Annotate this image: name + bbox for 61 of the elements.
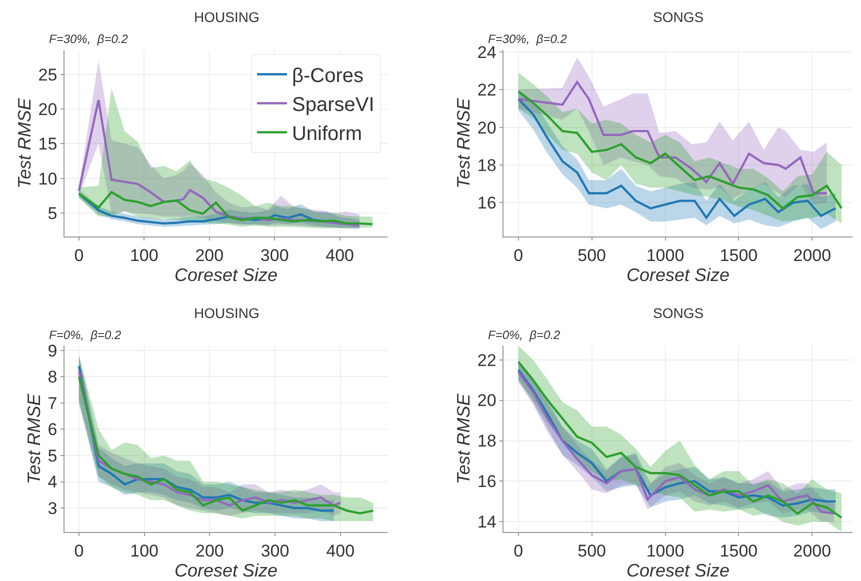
- x-tick-label: 0: [514, 542, 524, 561]
- y-tick-label: 9: [48, 341, 58, 360]
- chart-subtitle: F=0%, β=0.2: [49, 328, 122, 342]
- line-series: [517, 80, 828, 194]
- legend-label: SparseVI: [292, 94, 374, 116]
- x-tick-label: 2000: [793, 246, 832, 265]
- x-axis-title: Coreset Size: [626, 265, 730, 286]
- chart-subtitle: F=30%, β=0.2: [49, 32, 128, 46]
- x-tick-label: 0: [514, 246, 524, 265]
- x-tick-label: 100: [130, 246, 158, 265]
- y-tick-label: 20: [477, 118, 496, 138]
- y-tick-label: 18: [477, 156, 496, 175]
- x-tick-label: 1000: [646, 542, 684, 561]
- y-tick-label: 22: [477, 350, 496, 370]
- chart-subtitle: F=0%, β=0.2: [488, 328, 561, 342]
- x-tick-label: 0: [74, 246, 84, 265]
- y-tick-label: 18: [477, 432, 496, 451]
- chart-title: HOUSING: [194, 305, 260, 321]
- chart-title: HOUSING: [194, 9, 260, 25]
- legend-label: β-Cores: [292, 65, 364, 88]
- y-tick-label: 20: [38, 100, 58, 119]
- y-tick-label: 6: [48, 420, 58, 440]
- x-tick-label: 500: [578, 246, 606, 265]
- y-tick-label: 3: [48, 498, 58, 518]
- y-tick-label: 14: [477, 512, 496, 532]
- x-tick-label: 400: [326, 246, 354, 265]
- x-tick-label: 1500: [720, 246, 758, 265]
- y-tick-label: 4: [48, 472, 58, 492]
- x-tick-label: 200: [195, 542, 224, 561]
- y-tick-label: 15: [38, 134, 58, 154]
- y-axis-title: Test RMSE: [454, 97, 474, 189]
- y-axis-title: Test RMSE: [14, 97, 34, 189]
- y-tick-label: 8: [48, 368, 58, 387]
- x-tick-label: 300: [260, 246, 289, 265]
- y-axis-title: Test RMSE: [454, 392, 474, 484]
- y-tick-label: 10: [38, 169, 58, 188]
- y-axis-title: Test RMSE: [24, 392, 44, 484]
- x-tick-label: 200: [195, 246, 224, 265]
- y-tick-label: 22: [477, 80, 496, 100]
- x-tick-label: 0: [74, 542, 84, 561]
- x-tick-label: 300: [260, 542, 290, 561]
- y-tick-label: 5: [48, 446, 58, 466]
- chart-title: SONGS: [653, 9, 704, 25]
- x-axis-title: Coreset Size: [174, 560, 278, 581]
- chart-title: SONGS: [653, 305, 704, 321]
- y-tick-label: 20: [477, 391, 496, 410]
- y-tick-label: 25: [38, 65, 58, 84]
- x-axis-title: Coreset Size: [174, 265, 278, 286]
- y-tick-label: 16: [477, 472, 496, 492]
- y-tick-label: 5: [48, 204, 58, 223]
- x-tick-label: 100: [130, 542, 159, 561]
- x-axis-title: Coreset Size: [626, 560, 730, 581]
- x-tick-label: 400: [326, 542, 355, 561]
- legend-label: Uniform: [292, 123, 362, 146]
- y-tick-label: 7: [48, 394, 58, 413]
- x-tick-label: 500: [578, 542, 606, 561]
- x-tick-label: 1500: [720, 542, 758, 561]
- x-tick-label: 2000: [793, 542, 832, 561]
- x-tick-label: 1000: [646, 246, 684, 265]
- y-tick-label: 16: [477, 194, 496, 213]
- line-series: [78, 376, 374, 514]
